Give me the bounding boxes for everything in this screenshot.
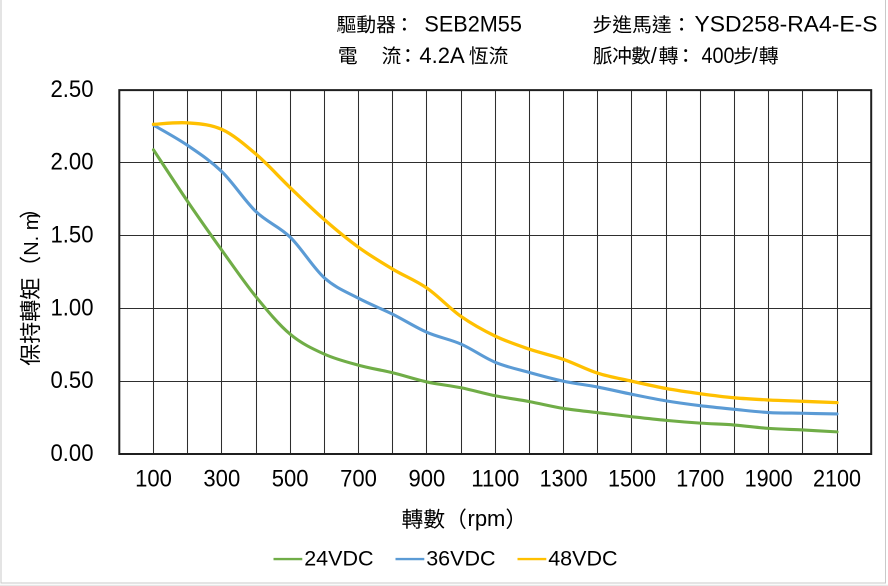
svg-text:/: / bbox=[651, 43, 658, 68]
svg-text:1.00: 1.00 bbox=[51, 294, 94, 321]
svg-text:100: 100 bbox=[135, 466, 172, 493]
svg-text:36VDC: 36VDC bbox=[426, 546, 495, 570]
svg-text:0.00: 0.00 bbox=[51, 440, 94, 467]
svg-text:400: 400 bbox=[702, 43, 735, 68]
svg-text:1700: 1700 bbox=[676, 466, 724, 493]
svg-text:4.2A: 4.2A bbox=[419, 43, 465, 68]
svg-text:/: / bbox=[752, 43, 759, 68]
svg-text:rpm: rpm bbox=[468, 506, 506, 531]
svg-text:1500: 1500 bbox=[608, 466, 656, 493]
svg-text:2100: 2100 bbox=[813, 466, 861, 493]
svg-text:700: 700 bbox=[340, 466, 377, 493]
svg-text:0.50: 0.50 bbox=[51, 367, 94, 394]
svg-text:300: 300 bbox=[203, 466, 240, 493]
svg-text:1100: 1100 bbox=[471, 466, 519, 493]
svg-text:48VDC: 48VDC bbox=[548, 546, 617, 570]
svg-text:1300: 1300 bbox=[540, 466, 588, 493]
svg-text:SEB2M55: SEB2M55 bbox=[424, 12, 522, 37]
svg-text:500: 500 bbox=[272, 466, 309, 493]
svg-text:2.50: 2.50 bbox=[51, 76, 94, 103]
svg-text:1.50: 1.50 bbox=[51, 221, 94, 248]
svg-text:24VDC: 24VDC bbox=[304, 546, 373, 570]
svg-text:2.00: 2.00 bbox=[51, 149, 94, 176]
svg-text:YSD258-RA4-E-S: YSD258-RA4-E-S bbox=[695, 12, 878, 37]
svg-text:N. m: N. m bbox=[21, 214, 43, 256]
svg-text:900: 900 bbox=[409, 466, 446, 493]
svg-text:1900: 1900 bbox=[745, 466, 793, 493]
